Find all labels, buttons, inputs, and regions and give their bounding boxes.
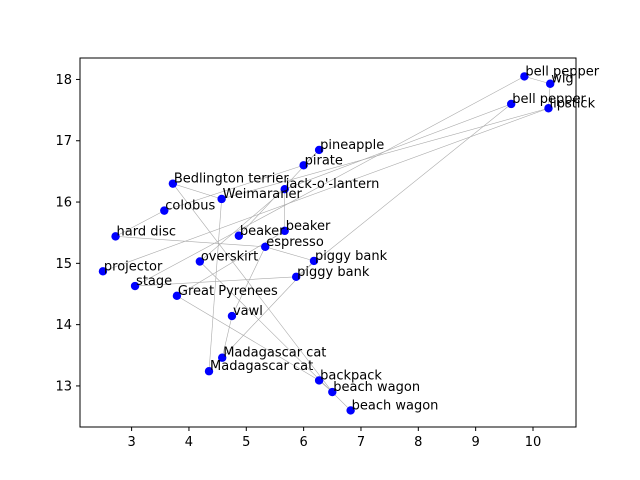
points-layer: [98, 72, 555, 415]
edge-line: [284, 103, 512, 190]
edge-line: [208, 198, 222, 372]
data-point: [314, 376, 324, 385]
point-label: beaker: [240, 224, 285, 239]
data-point: [130, 281, 140, 291]
y-tick-label: 17: [55, 134, 72, 149]
x-tick-label: 6: [299, 435, 307, 450]
edge-line: [199, 188, 285, 262]
point-label: piggy bank: [297, 265, 370, 280]
data-point: [111, 232, 120, 241]
edge-line: [524, 76, 551, 85]
x-tick-label: 4: [185, 435, 193, 450]
x-tick-label: 10: [525, 435, 542, 450]
data-point: [545, 79, 555, 88]
edge-line: [295, 103, 512, 278]
data-point: [204, 367, 214, 376]
point-label: Bedlington terrier: [174, 172, 289, 187]
data-point: [520, 72, 529, 81]
data-point: [299, 161, 308, 170]
data-point: [346, 406, 355, 415]
point-label: Weimaraner: [223, 187, 303, 202]
edge-line: [199, 261, 351, 411]
data-point: [507, 99, 516, 109]
data-point: [309, 256, 319, 266]
x-tick-label: 9: [472, 435, 480, 450]
point-label: beach wagon: [333, 380, 420, 395]
data-point: [98, 267, 108, 276]
edge-line: [115, 236, 266, 248]
y-tick-label: 13: [55, 379, 72, 394]
data-point: [261, 242, 270, 251]
plot-frame: [79, 57, 577, 428]
data-point: [160, 206, 169, 215]
edge-line: [172, 183, 333, 393]
edge-line: [134, 76, 525, 287]
point-label: projector: [104, 259, 163, 274]
point-label: bell pepper: [512, 92, 586, 107]
edge-line: [221, 107, 549, 200]
x-tick-label: 3: [127, 435, 135, 450]
edge-line: [221, 315, 233, 358]
x-tick-label: 7: [357, 435, 365, 450]
point-label: vawl: [233, 304, 263, 319]
data-point: [291, 272, 301, 282]
edge-line: [231, 246, 266, 317]
point-label: beach wagon: [352, 398, 439, 413]
y-tick-label: 18: [55, 73, 72, 88]
point-label: lipstick: [549, 96, 595, 111]
y-tick-label: 16: [55, 196, 72, 211]
point-label: Madagascar cat: [210, 359, 313, 374]
point-label: pirate: [305, 153, 343, 168]
point-label: backpack: [320, 368, 382, 383]
data-point: [172, 291, 182, 301]
point-label: wig: [551, 72, 574, 87]
data-point: [234, 231, 244, 240]
data-point: [217, 194, 226, 204]
data-point: [227, 311, 237, 321]
point-label: jack-o'-lantern: [285, 177, 380, 192]
point-label: Great Pyrenees: [178, 284, 278, 299]
axes-layer: 3 4 5 6 7 8 9 10 13 14 15 16 17 18: [55, 57, 577, 450]
point-label: piggy bank: [315, 249, 388, 264]
point-label: espresso: [266, 235, 324, 250]
point-label: bell pepper: [525, 64, 599, 79]
x-tick-label: 5: [242, 435, 250, 450]
data-point: [218, 353, 227, 362]
y-tick-label: 15: [55, 257, 72, 272]
edge-line: [176, 295, 320, 381]
point-label: overskirt: [201, 250, 258, 265]
x-tick-label: 8: [414, 435, 422, 450]
edge-line: [176, 230, 285, 297]
data-point: [280, 184, 289, 194]
edge-line: [135, 276, 297, 287]
point-label: stage: [136, 274, 172, 289]
data-point: [168, 179, 178, 188]
data-point: [280, 226, 289, 236]
data-point: [544, 104, 553, 113]
point-label: colobus: [165, 199, 215, 214]
point-label: Madagascar cat: [223, 346, 326, 361]
edge-line: [115, 210, 165, 237]
data-point: [328, 387, 337, 397]
point-label: hard disc: [117, 224, 177, 239]
data-point: [195, 257, 205, 266]
y-tick-label: 14: [55, 318, 72, 333]
edge-line: [265, 246, 315, 262]
edge-line: [102, 107, 549, 272]
point-label: pineapple: [320, 138, 384, 153]
point-label: beaker: [286, 219, 331, 234]
edge-line: [172, 183, 222, 200]
data-point: [314, 145, 324, 155]
